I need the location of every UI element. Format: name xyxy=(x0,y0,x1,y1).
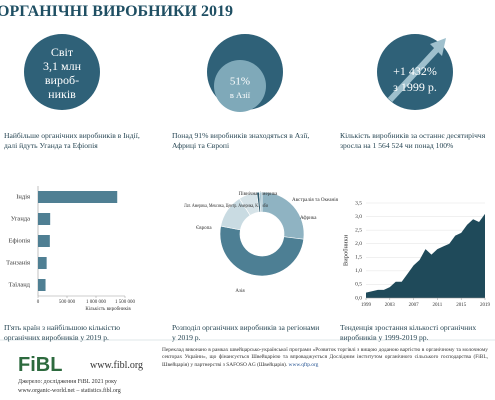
x-tick-label: 2015 xyxy=(456,303,467,308)
x-tick-label: 2003 xyxy=(385,303,396,308)
highlight-text: Кількість виробників за останнє десятирі… xyxy=(340,131,486,150)
highlight-line: +1 432% xyxy=(393,64,437,78)
y-tick-label: 3,5 xyxy=(355,200,362,206)
page-title: ОРГАНІЧНІ ВИРОБНИКИ 2019 xyxy=(0,3,234,20)
bar xyxy=(38,213,51,225)
chart-caption: П'ять країн з найбільшою кількістю орган… xyxy=(4,323,121,342)
bar xyxy=(38,279,46,291)
highlight-circle xyxy=(24,34,100,110)
highlight-line: Світ xyxy=(51,45,74,59)
x-tick-label: 1 500 000 xyxy=(115,300,136,305)
note-text: Переклад виконано в рамках швейцарсько-у… xyxy=(162,347,488,368)
y-tick-label: Таїланд xyxy=(9,281,31,288)
y-tick-label: 3,0 xyxy=(355,214,362,220)
note-link[interactable]: www.qftp.org xyxy=(288,361,319,368)
highlight-inner-circle xyxy=(214,60,266,112)
x-tick-label: 1999 xyxy=(361,303,372,308)
highlight-text: Понад 91% виробників знаходяться в Азії,… xyxy=(172,131,310,150)
growth-arrow xyxy=(387,43,443,103)
website[interactable]: www.fibl.org xyxy=(90,360,144,371)
slice-label: Північна Америка xyxy=(239,192,279,197)
highlight-line: в Азії xyxy=(230,90,251,100)
y-tick-label: Уганда xyxy=(11,215,30,222)
y-axis-label: Виробники xyxy=(342,234,349,266)
growth-arrow-head xyxy=(430,38,446,56)
y-tick-label: 1,0 xyxy=(355,268,362,274)
slice-label: Африка xyxy=(300,216,317,221)
x-tick-label: 0 xyxy=(37,300,40,305)
charts: 0 500 000 1 000 000 1 500 000 Кількість виро… xyxy=(6,186,491,312)
x-tick-label: 2007 xyxy=(409,303,420,308)
source: Джерело: дослідження FiBL 2021 року xyxy=(18,379,117,385)
y-tick-label: Ефіопія xyxy=(8,237,30,244)
highlight-line: з 1999 р. xyxy=(393,80,437,94)
slice-label: Лат. Америка, Мексика, Центр. Америка, К… xyxy=(184,204,268,209)
note: Переклад виконано в рамках швейцарсько-у… xyxy=(162,347,488,369)
x-axis-label: Кількість виробників xyxy=(85,307,131,312)
y-tick-label: 0,0 xyxy=(355,295,362,301)
highlight-line: ників xyxy=(48,87,76,101)
slice-label: Азія xyxy=(235,289,245,294)
donut-slice xyxy=(259,191,263,213)
bar xyxy=(38,257,47,269)
slice-label: Європа xyxy=(196,226,212,231)
highlight-line: 51% xyxy=(230,76,250,88)
x-tick-label: 500 000 xyxy=(59,300,76,305)
logo: FiBL xyxy=(18,354,63,376)
slice-label: Австралія та Океанія xyxy=(292,198,339,203)
chart-caption: Тенденція зростання кількості органічних… xyxy=(340,323,477,342)
bar xyxy=(38,191,118,203)
highlight-text: Найбільше органічних виробників в Індії,… xyxy=(4,131,140,150)
x-tick-label: 2019 xyxy=(480,303,491,308)
chart-caption: Розподіл органічних виробників за регіон… xyxy=(172,323,320,342)
y-tick-label: 2,5 xyxy=(355,227,362,233)
area xyxy=(366,213,485,298)
y-tick-label: 2,0 xyxy=(355,241,362,247)
donut-slice xyxy=(219,225,305,277)
bar xyxy=(38,235,50,247)
y-tick-label: Танзанія xyxy=(6,259,30,266)
highlight-line: 3,1 млн xyxy=(43,59,82,73)
x-tick-label: 2011 xyxy=(432,303,442,308)
highlight-line: вироб- xyxy=(45,73,79,87)
x-tick-label: 1 000 000 xyxy=(86,300,107,305)
y-tick-label: Індія xyxy=(16,193,30,200)
source-links[interactable]: www.organic-world.net – statistics.fibl.… xyxy=(18,388,121,394)
y-tick-label: 0,5 xyxy=(355,282,362,288)
y-tick-label: 1,5 xyxy=(355,255,362,261)
